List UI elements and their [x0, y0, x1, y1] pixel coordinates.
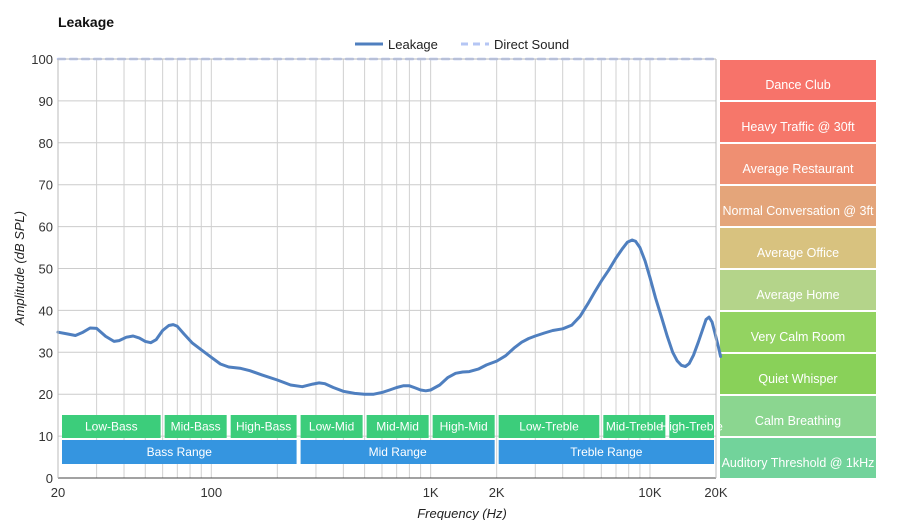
legend-label-leakage: Leakage: [388, 37, 438, 52]
range-group-band-label: Treble Range: [570, 445, 643, 459]
legend-label-direct-sound: Direct Sound: [494, 37, 569, 52]
x-tick-label: 10K: [638, 485, 661, 500]
range-band-label: High-Bass: [236, 420, 291, 434]
reference-level-label: Dance Club: [765, 78, 830, 92]
x-tick-label: 1K: [423, 485, 439, 500]
range-band-label: Mid-Mid: [376, 420, 419, 434]
y-tick-label: 60: [39, 220, 53, 235]
reference-level-label: Auditory Threshold @ 1kHz: [722, 456, 875, 470]
y-tick-label: 30: [39, 345, 53, 360]
reference-level: [720, 438, 876, 478]
range-band-label: High-Treble: [661, 420, 724, 434]
range-band: [432, 415, 495, 438]
range-band: [498, 415, 600, 438]
range-band: [164, 415, 227, 438]
y-tick-label: 10: [39, 429, 53, 444]
reference-level-label: Average Office: [757, 246, 839, 260]
y-tick-label: 100: [31, 52, 53, 67]
reference-level-label: Average Restaurant: [743, 162, 854, 176]
reference-level: [720, 396, 876, 436]
chart-legend: Leakage Direct Sound: [355, 37, 569, 52]
x-tick-label: 2K: [489, 485, 505, 500]
range-band: [230, 415, 297, 438]
reference-level-label: Quiet Whisper: [758, 372, 837, 386]
reference-level: [720, 354, 876, 394]
range-band-label: Low-Mid: [309, 420, 354, 434]
y-tick-label: 80: [39, 136, 53, 151]
x-axis-label: Frequency (Hz): [417, 506, 507, 520]
reference-level: [720, 60, 876, 100]
reference-level-label: Calm Breathing: [755, 414, 841, 428]
range-band: [366, 415, 429, 438]
reference-level: [720, 228, 876, 268]
y-tick-label: 20: [39, 387, 53, 402]
range-band: [603, 415, 666, 438]
reference-levels: Dance Club Heavy Traffic @ 30ft Average Re…: [720, 60, 876, 478]
reference-level: [720, 186, 876, 226]
range-band-label: Low-Treble: [519, 420, 579, 434]
range-band: [669, 415, 714, 438]
grid-lines: [58, 59, 716, 478]
reference-level-label: Average Home: [756, 288, 839, 302]
frequency-ranges: Low-Bass Mid-Bass High-Bass Low-Mid Mid-Mid H…: [62, 415, 723, 464]
range-group-band: [300, 440, 495, 464]
reference-level-label: Heavy Traffic @ 30ft: [741, 120, 855, 134]
y-tick-label: 0: [46, 471, 53, 486]
range-group-band-label: Bass Range: [147, 445, 213, 459]
range-band-label: Low-Bass: [85, 420, 138, 434]
range-group-band-label: Mid Range: [369, 445, 427, 459]
y-tick-label: 90: [39, 94, 53, 109]
reference-level: [720, 144, 876, 184]
y-axis-label: Amplitude (dB SPL): [12, 211, 27, 326]
reference-level: [720, 270, 876, 310]
x-tick-label: 100: [200, 485, 222, 500]
range-band-label: Mid-Treble: [606, 420, 663, 434]
reference-level: [720, 102, 876, 142]
range-band-label: High-Mid: [440, 420, 488, 434]
reference-level-label: Very Calm Room: [751, 330, 845, 344]
y-tick-label: 70: [39, 178, 53, 193]
reference-level: [720, 312, 876, 352]
range-band-label: Mid-Bass: [171, 420, 221, 434]
range-band: [62, 415, 161, 438]
x-tick-label: 20K: [704, 485, 727, 500]
range-band: [300, 415, 363, 438]
x-tick-label: 20: [51, 485, 65, 500]
series-line-leakage: [56, 238, 723, 396]
range-group-band: [498, 440, 714, 464]
range-group-band: [62, 440, 297, 464]
chart-title: Leakage: [58, 14, 114, 30]
reference-level-label: Normal Conversation @ 3ft: [723, 204, 874, 218]
y-tick-label: 50: [39, 262, 53, 277]
y-tick-label: 40: [39, 303, 53, 318]
axes: 0 10 20 30 40 50 60 70 80 90 100 20 100 1K 2K 10K 20K: [31, 52, 728, 500]
